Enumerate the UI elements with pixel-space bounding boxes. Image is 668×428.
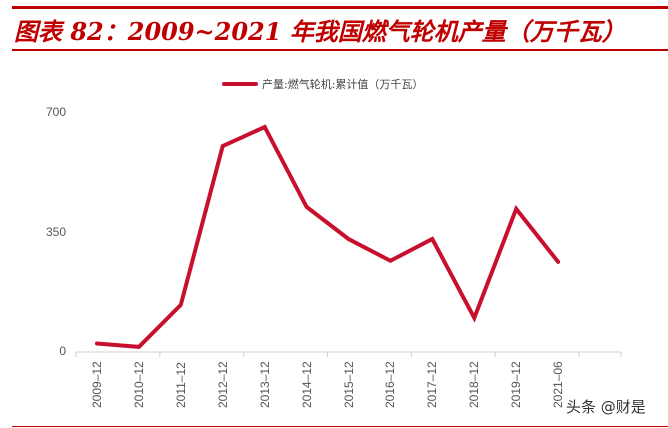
chart-legend: 产量:燃气轮机:累计值（万千瓦） — [222, 76, 423, 92]
x-tick-label: 2018–12 — [467, 361, 482, 408]
watermark: 头条 @财是 — [566, 398, 646, 416]
legend-line-swatch — [222, 82, 258, 86]
x-tick-label: 2015–12 — [341, 361, 356, 408]
x-tick-label: 2021–06 — [551, 361, 566, 408]
x-tick-label: 2017–12 — [425, 361, 440, 408]
x-tick-label: 2012–12 — [215, 361, 230, 408]
y-tick-700: 700 — [45, 105, 66, 119]
y-tick-350: 350 — [45, 225, 66, 239]
x-tick-label: 2019–12 — [509, 361, 524, 408]
x-tick-label: 2016–12 — [383, 361, 398, 408]
x-tick-label: 2009–12 — [89, 361, 104, 408]
header-bottom-rule — [12, 49, 668, 51]
x-tick-label: 2011–12 — [173, 362, 188, 408]
legend-label: 产量:燃气轮机:累计值（万千瓦） — [262, 78, 424, 91]
y-tick-0: 0 — [59, 344, 66, 358]
x-axis-tick-marks — [75, 352, 622, 357]
x-tick-label: 2010–12 — [131, 361, 146, 408]
series-line-gas-turbine-output — [95, 124, 561, 349]
chart-title: 图表 82：2009~2021 年我国燃气轮机产量（万千瓦） — [14, 17, 626, 46]
footer-rule — [12, 426, 668, 427]
x-tick-label: 2013–12 — [257, 361, 272, 408]
header-top-rule — [12, 6, 668, 9]
x-tick-label: 2014–12 — [299, 361, 314, 408]
